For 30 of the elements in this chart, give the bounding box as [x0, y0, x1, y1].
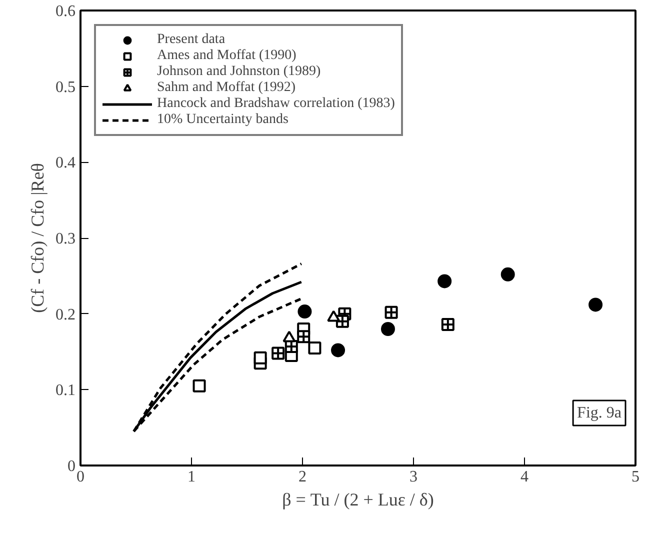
legend-label: Hancock and Bradshaw correlation (1983) [157, 96, 395, 112]
legend-label: Ames and Moffat (1990) [157, 48, 296, 64]
point [192, 379, 206, 392]
y-axis-title: (Cf - Cfo) / Cfo |Reθ [28, 163, 48, 313]
x-tick-label: 1 [188, 468, 196, 486]
point [308, 341, 322, 354]
point [298, 304, 312, 319]
point [438, 274, 452, 288]
x-tick-label: 5 [632, 468, 640, 486]
y-tick-label: 0.6 [56, 3, 76, 20]
x-tick-label: 2 [298, 468, 306, 486]
legend-label: Johnson and Johnston (1989) [157, 64, 321, 80]
y-tick-label: 0 [68, 458, 76, 475]
legend-label: Present data [157, 32, 226, 48]
x-tick-label: 4 [520, 468, 528, 486]
legend-label: Sahm and Moffat (1992) [157, 80, 296, 96]
y-tick-label: 0.2 [56, 306, 76, 324]
legend-label: 10% Uncertainty bands [157, 112, 288, 128]
y-tick-label: 0.5 [56, 78, 76, 96]
point [588, 298, 603, 312]
point [331, 343, 346, 358]
annotation: Fig. 9a [577, 404, 622, 422]
x-tick-label: 3 [410, 468, 418, 486]
point [254, 351, 267, 364]
y-tick-label: 0.3 [56, 230, 76, 248]
point [380, 322, 395, 336]
point [500, 267, 515, 282]
y-tick-label: 0.4 [56, 154, 76, 172]
y-tick-label: 0.1 [56, 382, 76, 400]
x-axis-title: β = Tu / (2 + Luε / δ) [282, 490, 434, 510]
